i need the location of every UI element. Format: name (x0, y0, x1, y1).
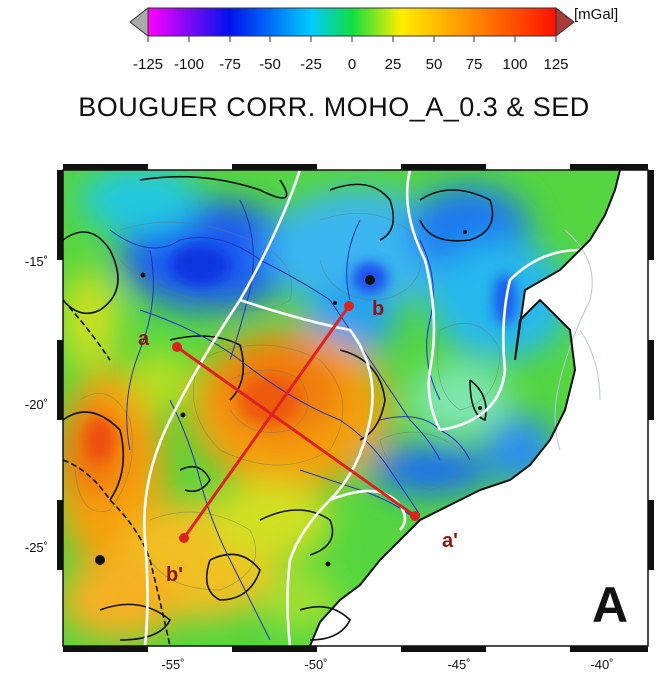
label-a-prime: a' (442, 530, 458, 552)
colorbar-tick: -100 (173, 56, 205, 73)
panel-letter: A (592, 577, 629, 633)
ocean-area (310, 170, 648, 646)
map-frame (57, 164, 654, 652)
colorbar-tick: 25 (384, 56, 402, 73)
y-axis-label: -25˚ (24, 540, 48, 555)
x-axis-label: -45˚ (447, 657, 471, 672)
colorbar-unit: [mGal] (574, 6, 619, 23)
y-axis-label: -20˚ (24, 397, 48, 412)
x-axis-label: -40˚ (590, 657, 614, 672)
label-b: b (372, 298, 385, 320)
colorbar-tick: -50 (259, 56, 281, 73)
profile-a-a-prime (176, 345, 416, 518)
colorbar-tick: 0 (347, 56, 357, 73)
point-b-prime-marker (179, 533, 189, 543)
colorbar-tick: 50 (425, 56, 443, 73)
colorbar-tick: 125 (543, 56, 569, 73)
point-a-marker (172, 342, 182, 352)
label-a: a (138, 328, 150, 350)
colorbar-tick: -25 (300, 56, 322, 73)
colorbar-max-triangle (555, 6, 575, 38)
colorbar-tick: 75 (465, 56, 483, 73)
x-axis-label: -50˚ (304, 657, 328, 672)
point-b-marker (344, 301, 354, 311)
profile-b-b-prime (182, 305, 351, 539)
y-axis-label: -15˚ (24, 254, 48, 269)
colorbar-gradient (129, 6, 575, 42)
province-boundaries (143, 170, 581, 646)
coastline (309, 170, 621, 646)
profile-lines (172, 301, 420, 543)
anomaly-field (63, 170, 648, 646)
colorbar-tick: 100 (502, 56, 528, 73)
city-dots (95, 230, 482, 567)
label-b-prime: b' (166, 564, 183, 586)
colorbar: [mGal] -125 -100 -75 -50 -25 0 25 50 75 … (0, 0, 668, 90)
rivers (109, 199, 471, 641)
colorbar-tick: -75 (219, 56, 241, 73)
colorbar-tick: -125 (132, 56, 164, 73)
point-a-prime-marker (410, 511, 420, 521)
map-title: BOUGUER CORR. MOHO_A_0.3 & SED (78, 92, 590, 122)
x-axis-label: -55˚ (161, 657, 185, 672)
